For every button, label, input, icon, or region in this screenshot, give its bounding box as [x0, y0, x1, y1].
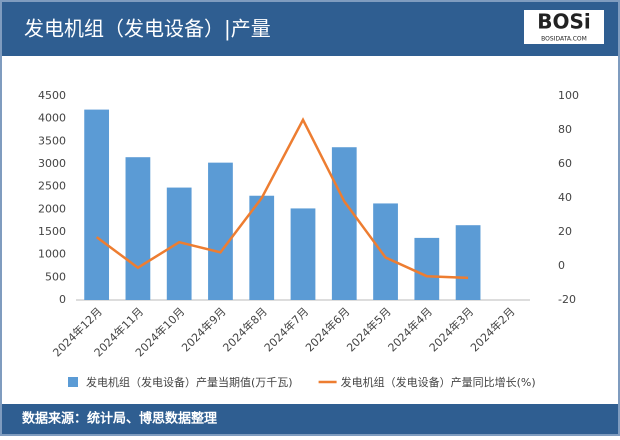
- y2-tick-label: -20: [558, 293, 576, 306]
- header-title: 发电机组（发电设备）|产量: [24, 17, 271, 41]
- header-bar: [2, 2, 618, 56]
- bar: [414, 237, 440, 300]
- bar: [84, 109, 110, 300]
- logo-sub: BOSIDATA.COM: [541, 36, 587, 43]
- line: [95, 117, 469, 280]
- y-tick-label: 0: [59, 293, 66, 306]
- bar: [249, 195, 275, 300]
- legend-label: 发电机组（发电设备）产量同比增长(%): [341, 375, 536, 389]
- y-tick-label: 2000: [38, 202, 66, 215]
- y-tick-label: 1000: [38, 248, 66, 261]
- bar: [125, 157, 151, 300]
- y2-tick-label: 80: [558, 123, 572, 136]
- y-tick-label: 3500: [38, 134, 66, 147]
- footer-source: 数据来源：统计局、博思数据整理: [22, 411, 217, 427]
- footer-bar: [2, 404, 618, 434]
- bar: [208, 162, 233, 300]
- y-tick-label: 1500: [38, 225, 66, 238]
- y-tick-label: 3000: [38, 157, 66, 170]
- y2-tick-label: 20: [558, 225, 572, 238]
- y2-tick-label: 40: [558, 191, 572, 204]
- y2-tick-label: 60: [558, 157, 572, 170]
- y2-tick-label: 100: [558, 89, 579, 102]
- bar: [290, 208, 316, 300]
- y-tick-label: 500: [45, 270, 66, 283]
- legend-swatch: [68, 377, 78, 387]
- bar: [373, 203, 398, 300]
- logo-box: [524, 10, 604, 44]
- bar: [331, 147, 357, 300]
- y-tick-label: 2500: [38, 180, 66, 193]
- logo: BOSi: [537, 10, 591, 34]
- y-tick-label: 4000: [38, 112, 66, 125]
- y-tick-label: 4500: [38, 89, 66, 102]
- y2-tick-label: 0: [558, 259, 565, 272]
- legend-label: 发电机组（发电设备）产量当期值(万千瓦): [86, 375, 293, 389]
- bar: [455, 225, 481, 300]
